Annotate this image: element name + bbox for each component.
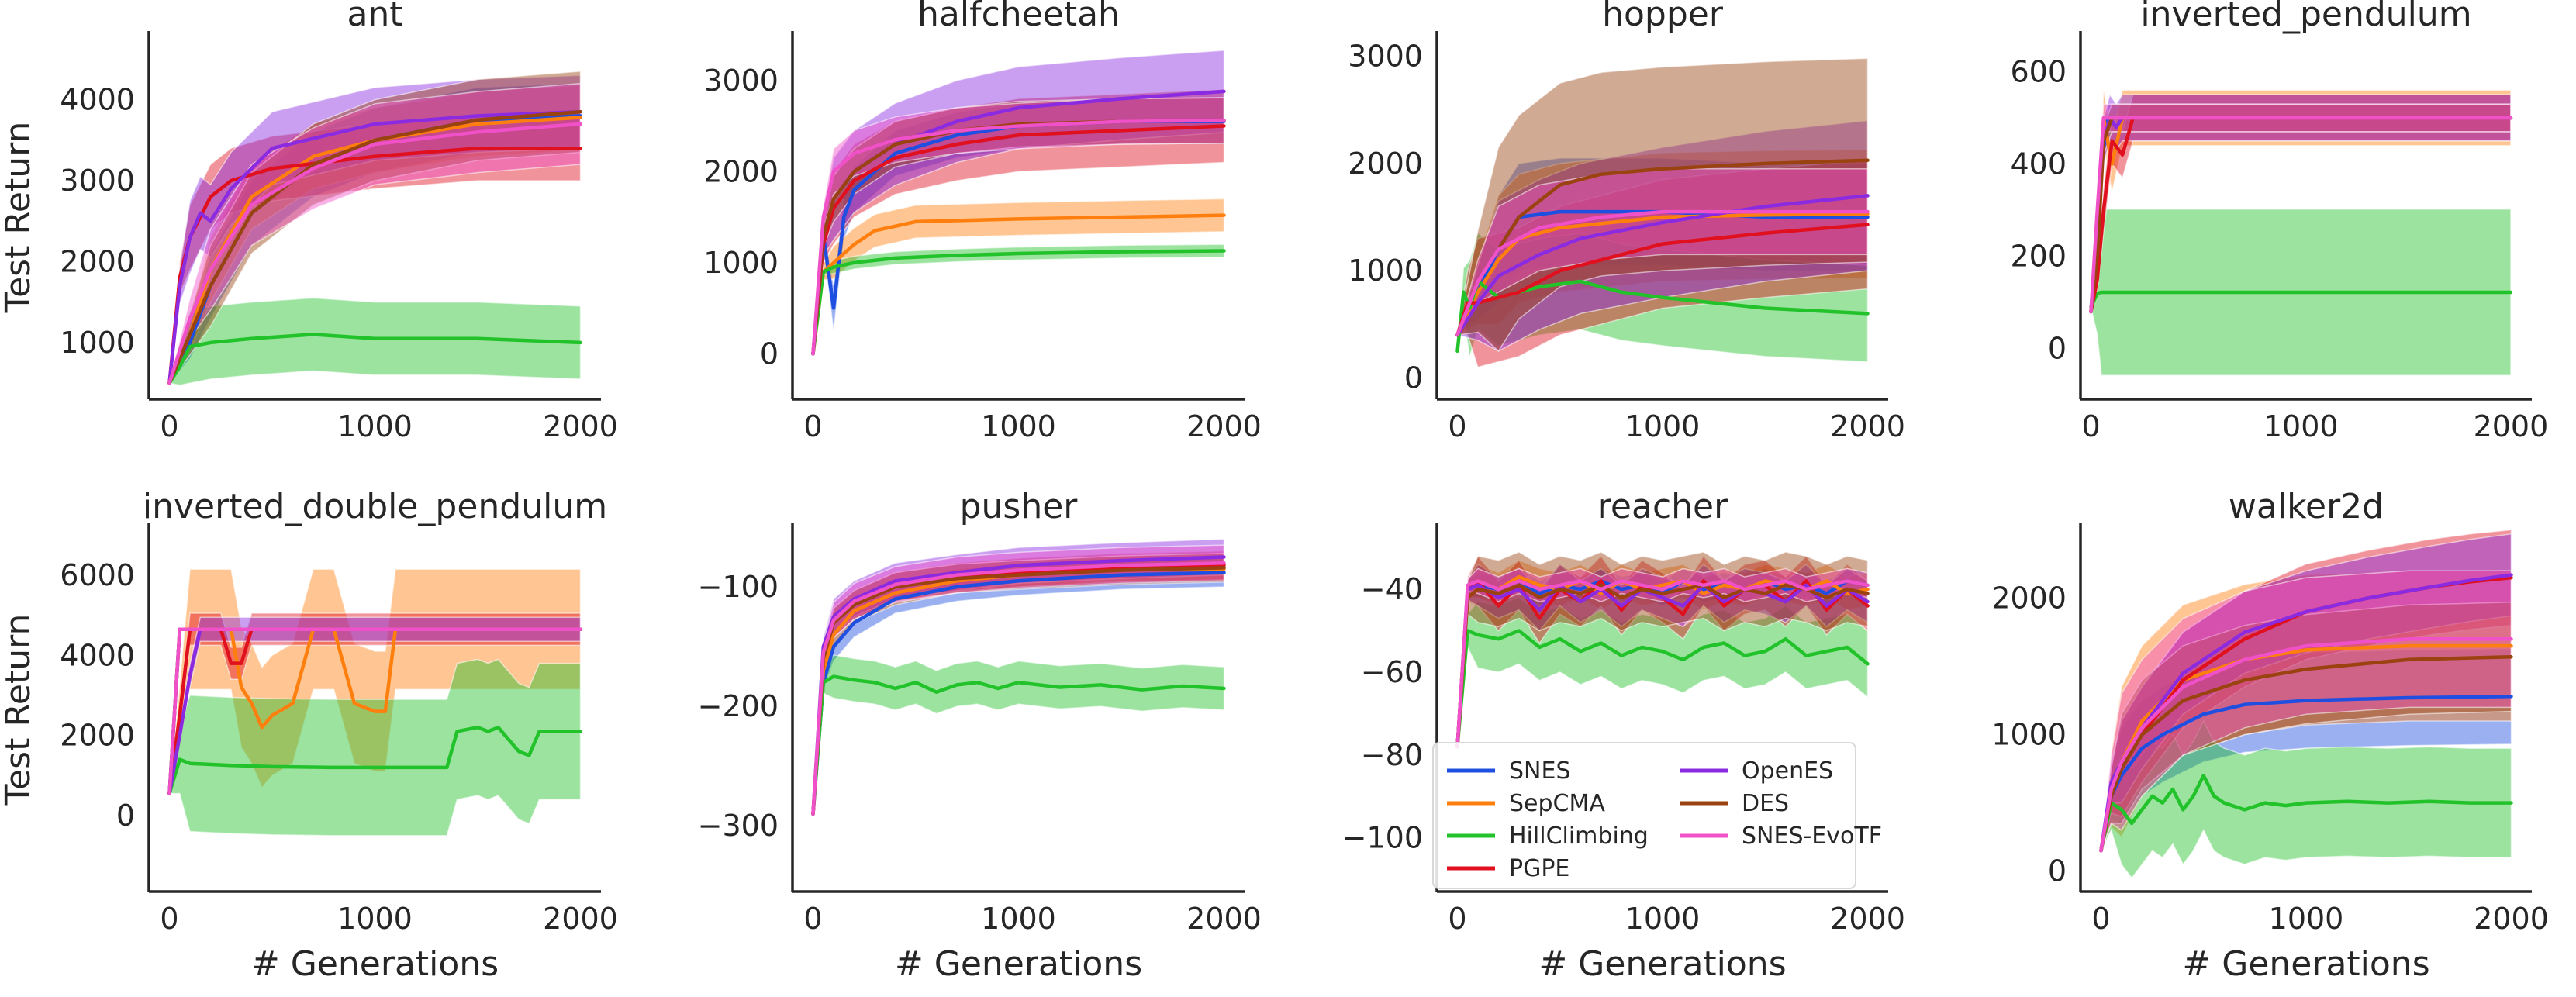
y-axis-label: Test Return (0, 122, 38, 314)
y-tick-label: 200 (2010, 240, 2067, 274)
panel-hopper: hopper 0 1000 2000 0 1000 2000 3000 (1348, 0, 1905, 443)
x-tick-label: 2000 (2474, 902, 2549, 936)
x-tick-label: 2000 (1186, 409, 1262, 443)
y-tick-label: 3000 (703, 64, 779, 98)
figure: ant0 1000 20001000200030004000Test Returnh… (0, 0, 2576, 997)
x-tick-label: 2000 (2474, 409, 2549, 443)
y-tick-label: 2000 (60, 719, 135, 753)
x-tick-label: 2000 (1830, 409, 1905, 443)
y-tick-label: −300 (698, 809, 779, 843)
x-tick-label: 1000 (1625, 902, 1701, 936)
panel-inverted-pendulum: inverted_pendulum 0 1000 2000 0 200 400 600 (2010, 0, 2548, 443)
y-tick-label: 0 (116, 799, 135, 833)
x-tick-label: 1000 (2263, 409, 2339, 443)
y-tick-label: 2000 (703, 154, 779, 188)
y-tick-label: 1000 (703, 246, 779, 280)
y-tick-label: 0 (760, 336, 779, 371)
y-tick-label: 0 (2048, 332, 2067, 366)
panel-halfcheetah: halfcheetah 0 1000 2000 0 1000 2000 3000 (703, 0, 1262, 443)
panel-ant: ant 0 1000 2000 1000 2000 3000 4000 Test Return (0, 0, 618, 443)
y-tick-label: 3000 (1348, 40, 1423, 74)
y-tick-label: 0 (1404, 361, 1423, 395)
panel-pusher: pusher 0 1000 2000 −300 −200 −100 # Generations (698, 487, 1262, 984)
panel-title: hopper (1602, 0, 1724, 34)
x-axis-label: # Generations (251, 944, 499, 984)
x-tick-label: 0 (160, 902, 178, 936)
y-tick-label: 0 (2048, 854, 2067, 888)
y-tick-label: 2000 (1991, 581, 2067, 616)
panel-inverted-double-pendulum: inverted_double_pendulum 0 1000 2000 0 2000 40… (0, 487, 618, 984)
panel-walker2d: walker2d 0 1000 2000 0 1000 2000 # Generations (1991, 487, 2549, 984)
x-tick-label: 0 (803, 902, 822, 936)
panel-title: pusher (960, 487, 1079, 526)
x-axis-label: # Generations (895, 944, 1142, 984)
x-tick-label: 0 (2091, 902, 2110, 936)
legend: SNES SepCMA HillClimbing PGPE OpenES DES SNES-… (1433, 743, 1882, 888)
x-tick-label: 0 (160, 409, 178, 443)
legend-label: HillClimbing (1509, 823, 1649, 850)
x-tick-label: 1000 (981, 409, 1056, 443)
x-tick-label: 0 (1448, 902, 1466, 936)
y-tick-label: 3000 (60, 164, 135, 198)
panel-title: halfcheetah (917, 0, 1120, 34)
y-tick-label: 400 (2010, 147, 2067, 181)
y-tick-label: −80 (1361, 738, 1423, 772)
x-tick-label: 1000 (337, 902, 413, 936)
y-tick-label: 6000 (60, 558, 135, 592)
x-tick-label: 1000 (1625, 409, 1701, 443)
x-axis-label: # Generations (1538, 944, 1786, 984)
y-tick-label: −100 (1342, 821, 1423, 855)
x-tick-label: 2000 (1186, 902, 1262, 936)
band-hillclimbing (813, 655, 1224, 814)
y-tick-label: 1000 (60, 326, 135, 360)
y-tick-label: 2000 (1348, 147, 1423, 181)
y-tick-label: 4000 (60, 638, 135, 672)
legend-label: SNES (1509, 757, 1570, 785)
x-tick-label: 2000 (543, 409, 618, 443)
x-tick-label: 0 (2081, 409, 2100, 443)
panel-reacher: reacher 0 1000 2000 −100 −80 −60 −40 # Generatio… (1342, 487, 1905, 984)
y-tick-label: −60 (1361, 655, 1423, 689)
y-tick-label: −40 (1361, 572, 1423, 606)
legend-label: SNES-EvoTF (1742, 823, 1882, 850)
panel-title: ant (347, 0, 402, 34)
x-tick-label: 2000 (543, 902, 618, 936)
y-tick-label: −200 (698, 689, 779, 723)
x-tick-label: 2000 (1830, 902, 1905, 936)
legend-label: SepCMA (1509, 790, 1605, 817)
panel-title: inverted_pendulum (2140, 0, 2471, 34)
x-axis-label: # Generations (2182, 944, 2429, 984)
y-tick-label: 1000 (1991, 718, 2067, 752)
y-tick-label: 4000 (60, 83, 135, 117)
legend-label: PGPE (1509, 855, 1569, 882)
panel-title: walker2d (2229, 487, 2384, 526)
x-tick-label: 1000 (2269, 902, 2344, 936)
band-sepcma (813, 199, 1224, 354)
y-tick-label: 1000 (1348, 254, 1423, 288)
legend-label: DES (1742, 790, 1789, 817)
y-tick-label: 2000 (60, 244, 135, 278)
y-tick-label: 600 (2010, 55, 2067, 89)
y-tick-label: −100 (698, 570, 779, 604)
x-tick-label: 1000 (337, 409, 413, 443)
x-tick-label: 0 (803, 409, 822, 443)
legend-label: OpenES (1742, 757, 1833, 785)
y-axis-label: Test Return (0, 614, 38, 806)
x-tick-label: 1000 (981, 902, 1056, 936)
panel-title: reacher (1597, 487, 1728, 526)
x-tick-label: 0 (1448, 409, 1466, 443)
panel-title: inverted_double_pendulum (143, 487, 607, 526)
